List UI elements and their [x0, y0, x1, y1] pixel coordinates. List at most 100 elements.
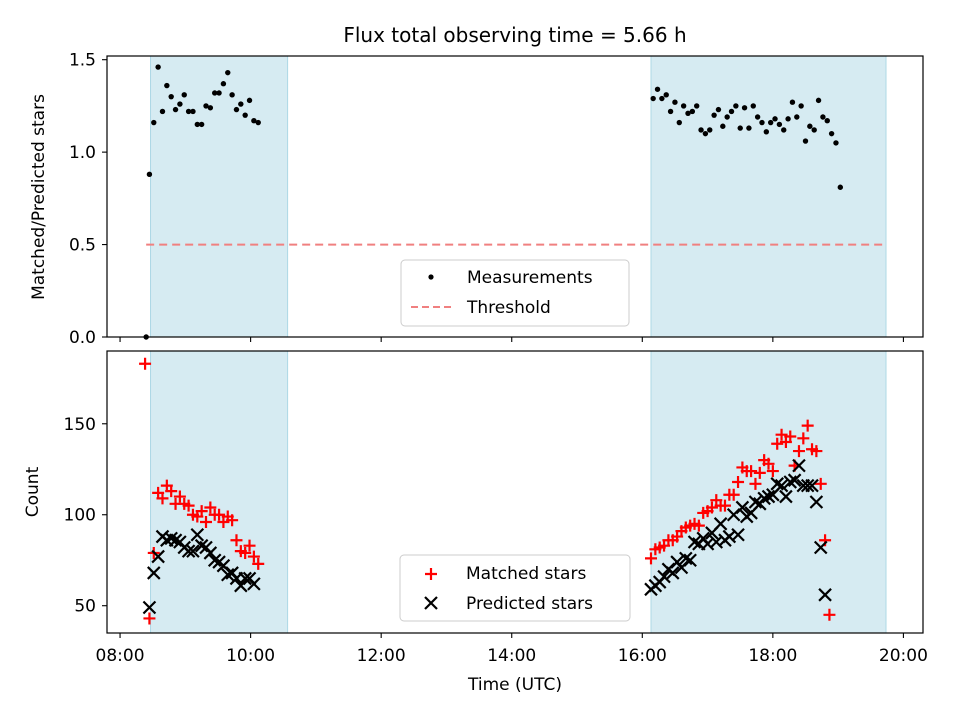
- measurements-point: [233, 106, 240, 113]
- top-shaded-regions: [150, 55, 887, 338]
- x-tick-label: 14:00: [487, 646, 536, 666]
- predicted-stars-point: [207, 553, 222, 568]
- measurements-point: [159, 108, 166, 115]
- predicted-stars-point: [238, 571, 252, 586]
- matched-stars-point: [814, 477, 827, 490]
- y-tick-label: 100: [64, 506, 96, 526]
- matched-stars-point: [705, 501, 718, 514]
- measurements-point: [255, 119, 261, 126]
- measurements-point: [759, 119, 765, 126]
- top-ticks: 0.0 0.5 1.0 1.5: [69, 51, 904, 348]
- measurements-point: [741, 105, 748, 111]
- top-markers: [143, 64, 844, 340]
- measurements-point: [772, 116, 778, 122]
- measurements-point: [833, 140, 839, 146]
- matched-stars-point: [823, 608, 836, 621]
- predicted-stars-point: [181, 544, 196, 558]
- measurements-point: [203, 103, 209, 109]
- predicted-stars-point: [247, 577, 261, 591]
- matched-stars-point: [200, 516, 213, 529]
- predicted-stars-point: [757, 491, 771, 506]
- measurements-point: [811, 127, 817, 133]
- predicted-stars-point: [813, 540, 828, 555]
- predicted-stars-point: [792, 458, 806, 473]
- top-y-axis-label: Matched/Predicted stars: [29, 94, 49, 300]
- measurements-point: [724, 114, 730, 120]
- matched-stars-point: [753, 466, 766, 479]
- matched-stars-point: [645, 552, 657, 565]
- y-tick-label: 1.5: [69, 51, 96, 71]
- x-tick-label: 18:00: [748, 646, 797, 666]
- matched-stars-point: [797, 432, 810, 445]
- measurements-point: [185, 108, 192, 115]
- top-legend: Measurements Threshold: [400, 259, 630, 327]
- measurements-point: [650, 95, 656, 102]
- predicted-stars-point: [186, 544, 200, 558]
- matched-stars-point: [749, 477, 762, 490]
- measurements-point: [654, 86, 661, 92]
- bottom-legend-box: [399, 554, 631, 622]
- predicted-stars-point: [679, 551, 693, 566]
- predicted-stars-point: [774, 478, 789, 493]
- measurements-point: [785, 116, 791, 122]
- predicted-stars-point: [800, 478, 815, 493]
- measurements-point: [798, 103, 804, 109]
- matched-stars-point: [771, 437, 784, 450]
- measurements-point: [238, 101, 244, 107]
- y-tick-label: 0.0: [69, 328, 96, 348]
- matched-stars-point: [692, 519, 705, 532]
- measurements-point: [146, 171, 153, 178]
- bottom-axes-frame: [106, 350, 924, 634]
- measurements-point: [168, 93, 174, 100]
- threshold-legend-label: Threshold: [466, 298, 551, 318]
- matched-stars-point: [213, 508, 226, 521]
- predicted-stars-legend-label: Predicted stars: [466, 594, 593, 614]
- measurements-point: [229, 92, 235, 98]
- predicted-stars-point: [164, 531, 178, 546]
- matched-stars-point: [165, 485, 178, 498]
- y-tick-label: 1.0: [69, 143, 96, 163]
- measurements-point: [220, 81, 227, 87]
- measurements-point: [702, 130, 709, 137]
- bottom-legend: Matched stars Predicted stars: [399, 554, 631, 622]
- matched-stars-point: [143, 612, 156, 625]
- measurements-point: [746, 125, 752, 131]
- matched-stars-point: [247, 550, 260, 563]
- bottom-ticks: 08:00 10:00 12:00 14:00 16:00 18:00 20:00 50 100…: [64, 415, 928, 666]
- measurements-point: [194, 121, 201, 128]
- measurements-point: [737, 125, 743, 131]
- predicted-stars-point: [809, 495, 824, 509]
- matched-stars-point: [792, 445, 805, 458]
- measurements-point: [733, 103, 739, 109]
- measurements-point: [689, 108, 696, 115]
- predicted-stars-point: [783, 475, 798, 489]
- measurements-point: [242, 112, 248, 118]
- matched-stars-point: [727, 488, 740, 501]
- measurements-point: [198, 121, 205, 128]
- matched-stars-point: [810, 445, 823, 458]
- predicted-stars-point: [683, 553, 697, 568]
- measurements-point: [216, 90, 222, 96]
- x-tick-label: 10:00: [226, 646, 275, 666]
- predicted-stars-point: [220, 568, 235, 582]
- matched-stars-legend-label: Matched stars: [466, 564, 586, 584]
- predicted-stars-point: [787, 473, 802, 487]
- predicted-stars-point: [779, 489, 793, 504]
- measurements-point: [212, 90, 218, 96]
- predicted-stars-point: [687, 535, 702, 549]
- y-tick-label: 150: [64, 415, 96, 435]
- measurements-point: [190, 108, 196, 115]
- x-tick-label: 08:00: [96, 646, 145, 666]
- predicted-stars-point: [657, 569, 671, 584]
- matched-stars-point: [156, 492, 169, 505]
- matched-stars-point: [226, 514, 239, 527]
- matched-stars-point: [745, 465, 758, 478]
- measurements-point: [667, 108, 674, 115]
- chart-title: Flux total observing time = 5.66 h: [343, 23, 686, 47]
- measurements-point: [172, 106, 179, 113]
- matched-stars-point: [243, 539, 256, 552]
- measurements-point: [155, 64, 161, 70]
- top-axes-frame: [106, 55, 924, 338]
- matched-stars-point: [775, 428, 788, 441]
- measurements-point: [707, 127, 713, 133]
